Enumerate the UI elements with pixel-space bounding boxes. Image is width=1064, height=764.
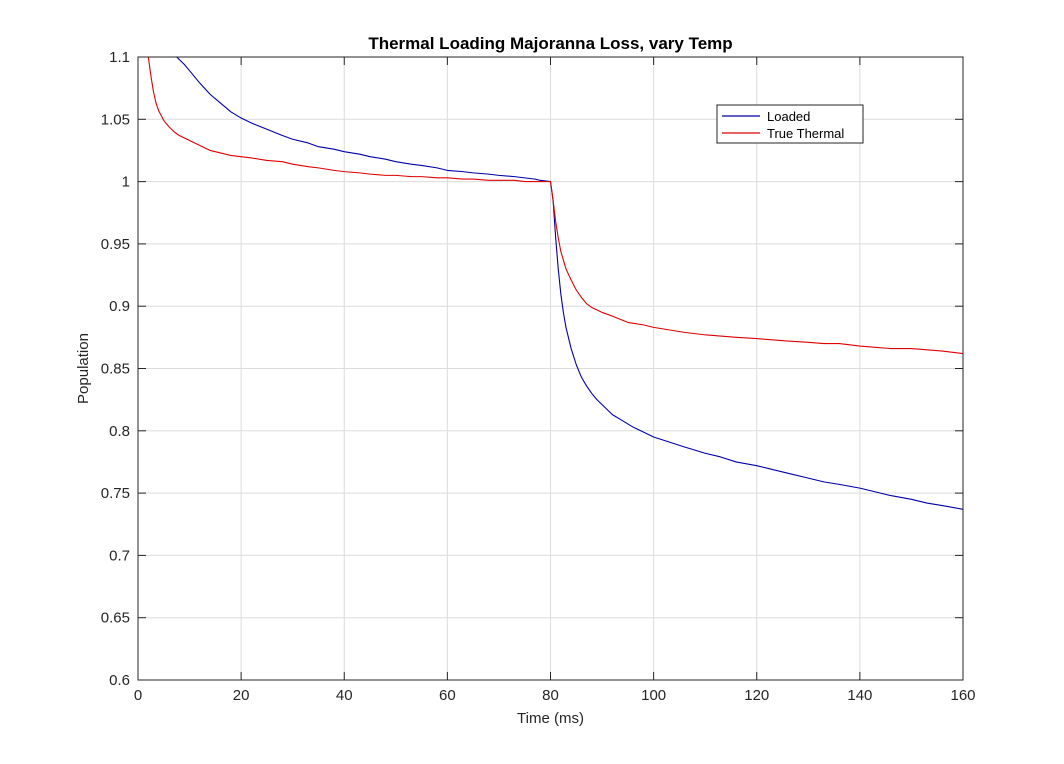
legend: Loaded True Thermal: [716, 104, 864, 144]
x-tick-label: 20: [233, 687, 250, 704]
series-lines: [147, 57, 963, 510]
x-tick-label: 0: [134, 687, 142, 704]
axis-ticks: [137, 56, 964, 681]
series-line-loaded: [176, 57, 963, 510]
y-tick-label: 1.05: [101, 111, 130, 128]
y-tick-label: 0.75: [101, 485, 130, 502]
x-tick-label: 160: [950, 687, 975, 704]
y-tick-label: 1: [122, 174, 130, 191]
tick-labels: 0 20 40 60 80 100 120 140 160 0.6 0.65 0.7 0.75 0.8 0.…: [101, 49, 976, 704]
series-line-true-thermal: [147, 57, 963, 355]
y-tick-label: 1.1: [109, 49, 130, 66]
y-tick-label: 0.95: [101, 236, 130, 253]
y-axis-label: Population: [75, 333, 92, 404]
x-tick-label: 40: [336, 687, 353, 704]
x-tick-label: 60: [439, 687, 456, 704]
x-tick-label: 80: [542, 687, 559, 704]
x-axis-label: Time (ms): [517, 710, 584, 727]
x-tick-label: 100: [641, 687, 666, 704]
y-tick-label: 0.6: [109, 672, 130, 689]
y-tick-label: 0.85: [101, 361, 130, 378]
x-tick-label: 120: [744, 687, 769, 704]
legend-label: Loaded: [767, 109, 810, 124]
y-tick-label: 0.8: [109, 423, 130, 440]
x-tick-label: 140: [847, 687, 872, 704]
y-tick-label: 0.9: [109, 298, 130, 315]
legend-box: [716, 104, 864, 144]
legend-label: True Thermal: [767, 126, 844, 141]
chart-title: Thermal Loading Majoranna Loss, vary Tem…: [368, 34, 732, 53]
y-tick-label: 0.7: [109, 547, 130, 564]
y-tick-label: 0.65: [101, 610, 130, 627]
